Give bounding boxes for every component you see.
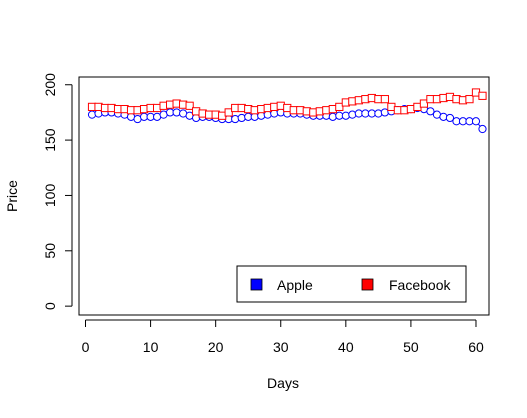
x-tick-label: 20	[208, 339, 224, 355]
apple-point	[478, 124, 487, 134]
apple-point	[341, 111, 350, 120]
facebook-point	[465, 95, 474, 104]
apple-point	[172, 108, 181, 117]
x-tick-label: 50	[403, 339, 419, 355]
apple-point	[237, 113, 246, 123]
legend-apple-label: Apple	[277, 277, 313, 293]
apple-point	[374, 109, 383, 118]
facebook-point	[185, 101, 194, 110]
legend-facebook-swatch	[361, 278, 374, 291]
legend-apple-swatch	[250, 278, 263, 291]
y-axis-label: Price	[4, 180, 20, 212]
y-tick-label: 150	[42, 128, 58, 152]
legend-box	[236, 265, 467, 303]
legend-facebook-label: Facebook	[389, 277, 451, 293]
apple-point	[231, 114, 240, 124]
apple-point	[87, 110, 97, 119]
apple-point	[439, 112, 448, 121]
x-tick-label: 30	[273, 339, 289, 355]
plot-frame	[78, 76, 490, 316]
apple-point	[348, 110, 357, 119]
series-facebook	[87, 88, 487, 120]
apple-point	[445, 113, 455, 123]
x-tick-label: 60	[468, 339, 484, 355]
facebook-point	[478, 91, 487, 100]
facebook-point	[335, 102, 344, 111]
y-tick-label: 50	[42, 243, 58, 259]
facebook-point	[380, 95, 389, 104]
apple-point	[328, 112, 337, 121]
x-tick-label: 0	[82, 339, 90, 355]
y-tick-label: 0	[42, 302, 58, 310]
legend: Apple Facebook	[236, 265, 467, 303]
x-tick-label: 10	[143, 339, 159, 355]
facebook-point	[419, 99, 429, 108]
y-tick-label: 100	[42, 184, 58, 208]
apple-point	[250, 112, 259, 121]
x-axis: 0 10 20 30 40 50 60	[82, 319, 484, 355]
y-tick-label: 200	[42, 73, 58, 97]
y-axis: 0 50 100 150 200	[42, 73, 73, 310]
x-tick-label: 40	[338, 339, 354, 355]
facebook-point	[224, 108, 233, 117]
series-layer	[87, 88, 487, 134]
apple-point	[426, 107, 435, 116]
apple-point	[471, 117, 481, 126]
x-axis-label: Days	[267, 375, 299, 391]
